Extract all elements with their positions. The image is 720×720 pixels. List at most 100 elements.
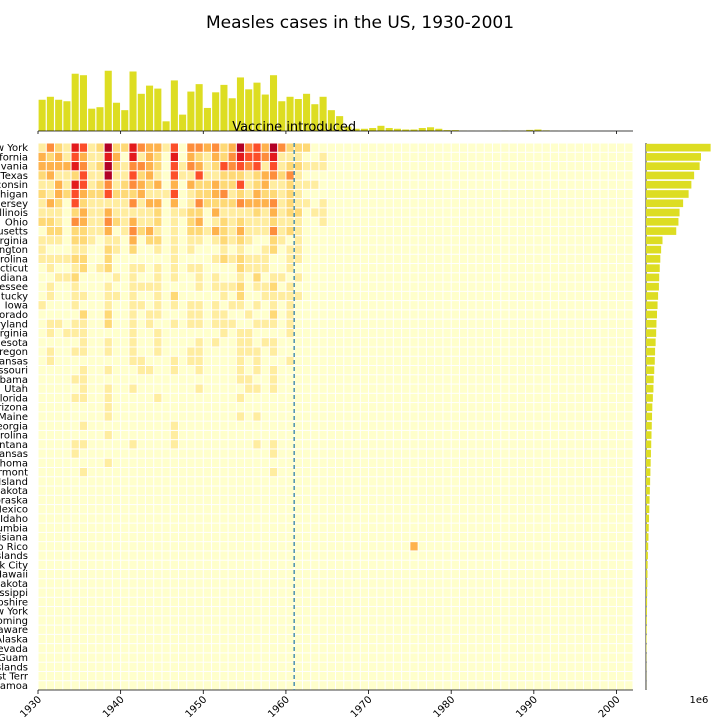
heat-cell	[96, 607, 104, 616]
heat-cell	[418, 282, 426, 291]
heat-cell	[459, 569, 468, 579]
heat-cell	[567, 597, 575, 607]
heat-cell	[550, 273, 559, 282]
heat-cell	[410, 366, 418, 375]
heat-cell	[476, 226, 484, 236]
heat-cell	[385, 171, 393, 180]
heat-cell	[327, 467, 335, 477]
heat-cell	[625, 421, 633, 430]
heat-cell	[468, 532, 476, 542]
heat-cell	[129, 208, 137, 217]
year-bar-1959	[278, 101, 286, 131]
heat-cell	[550, 532, 559, 542]
heat-cell	[625, 662, 633, 671]
heat-cell	[418, 310, 426, 319]
heat-cell	[344, 301, 352, 310]
heat-cell	[121, 634, 129, 644]
heat-cell	[393, 681, 402, 690]
heat-cell	[592, 291, 600, 301]
heat-cell	[55, 301, 63, 310]
heat-cell	[493, 449, 501, 458]
heat-cell	[600, 588, 608, 597]
heat-cell	[360, 625, 369, 634]
heat-cell	[212, 366, 220, 375]
heat-cell	[220, 514, 228, 523]
heat-cell	[476, 440, 484, 449]
heat-cell	[352, 542, 360, 551]
heat-cell	[178, 226, 187, 236]
heat-cell	[195, 607, 203, 616]
heat-cell	[443, 440, 451, 449]
heat-cell	[443, 579, 451, 588]
heat-cell	[517, 217, 526, 226]
heat-cell	[344, 644, 352, 653]
heat-cell	[583, 282, 592, 291]
heat-cell	[526, 338, 534, 347]
heat-cell	[550, 644, 559, 653]
heat-cell	[418, 162, 426, 171]
heat-cell	[575, 310, 583, 319]
year-bar-1978	[435, 128, 443, 131]
heat-cell	[137, 625, 145, 634]
heat-cell	[261, 514, 269, 523]
heat-cell	[476, 588, 484, 597]
state-bar	[646, 477, 651, 486]
heat-cell	[96, 319, 104, 328]
heat-cell	[418, 319, 426, 328]
heat-cell	[178, 421, 187, 430]
heat-cell	[112, 217, 121, 226]
heat-cell	[170, 226, 178, 236]
heat-cell	[418, 199, 426, 208]
heat-cell	[435, 449, 443, 458]
heat-cell	[195, 366, 203, 375]
heat-cell	[154, 208, 162, 217]
heat-cell	[575, 245, 583, 254]
state-bar	[646, 607, 647, 616]
heat-cell	[79, 189, 88, 199]
heat-cell	[402, 662, 410, 671]
heat-cell	[38, 607, 46, 616]
heat-cell	[592, 430, 600, 440]
heat-cell	[311, 384, 319, 393]
heat-cell	[88, 542, 96, 551]
heat-cell	[377, 180, 385, 189]
heat-cell	[410, 607, 418, 616]
heat-cell	[145, 301, 154, 310]
heat-cell	[245, 532, 253, 542]
heat-cell	[360, 458, 369, 467]
heat-cell	[583, 560, 592, 569]
heat-cell	[88, 532, 96, 542]
heat-cell	[385, 143, 393, 152]
heat-cell	[600, 440, 608, 449]
heat-cell	[360, 236, 369, 245]
heat-cell	[187, 152, 195, 162]
heat-cell	[426, 505, 435, 514]
heat-cell	[302, 634, 311, 644]
heat-cell	[178, 440, 187, 449]
heat-cell	[360, 467, 369, 477]
heat-cell	[360, 143, 369, 152]
heat-cell	[220, 180, 228, 189]
heat-cell	[195, 597, 203, 607]
heat-cell	[625, 403, 633, 412]
heat-cell	[484, 458, 493, 467]
heat-cell	[55, 607, 63, 616]
heat-cell	[79, 597, 88, 607]
heat-cell	[468, 616, 476, 625]
heat-cell	[459, 338, 468, 347]
heat-cell	[559, 421, 567, 430]
heat-cell	[129, 421, 137, 430]
heat-cell	[294, 505, 302, 514]
heat-cell	[63, 542, 71, 551]
heat-cell	[476, 430, 484, 440]
heat-cell	[319, 180, 327, 189]
heat-cell	[410, 171, 418, 180]
heat-cell	[228, 671, 236, 681]
heat-cell	[616, 254, 625, 264]
heat-cell	[170, 375, 178, 384]
heat-cell	[352, 310, 360, 319]
heat-cell	[253, 189, 261, 199]
year-bar-1958	[269, 75, 278, 131]
heat-cell	[46, 375, 55, 384]
heat-cell	[104, 440, 112, 449]
